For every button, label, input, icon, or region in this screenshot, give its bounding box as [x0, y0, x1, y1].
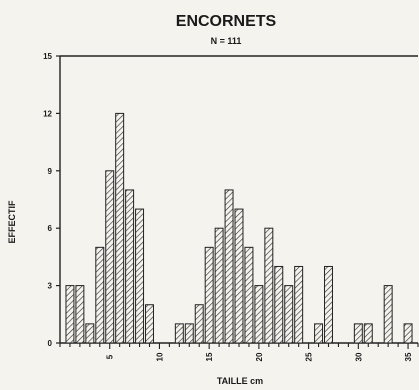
histogram-bar — [324, 265, 333, 344]
y-tick-label: 12 — [43, 109, 52, 118]
x-tick-label: 25 — [305, 352, 314, 361]
chart-title: ENCORNETS — [176, 13, 277, 30]
chart-subtitle: N = 111 — [211, 36, 242, 46]
x-tick-label: 35 — [404, 352, 413, 361]
x-tick-label: 20 — [255, 352, 264, 361]
histogram-bar — [254, 285, 264, 344]
histogram-bar — [224, 189, 234, 344]
histogram-bar — [314, 323, 324, 344]
histogram-bar — [363, 323, 373, 344]
histogram-bar — [353, 323, 363, 344]
x-tick-label: 5 — [106, 354, 115, 359]
histogram-bar — [95, 246, 105, 344]
histogram-bar — [145, 304, 154, 344]
histogram-bar — [403, 323, 413, 344]
histogram-bar — [65, 285, 75, 344]
histogram-bar — [383, 285, 393, 344]
x-tick-label: 15 — [205, 352, 214, 361]
y-tick-label: 3 — [48, 282, 53, 291]
y-tick-label: 0 — [48, 339, 53, 348]
y-tick-label: 15 — [43, 52, 52, 61]
histogram-bar — [75, 285, 85, 344]
histogram-bar — [204, 246, 214, 344]
histogram-bar — [274, 265, 284, 344]
histogram-bar — [115, 112, 125, 344]
histogram-bar — [184, 323, 194, 344]
histogram-bar — [174, 323, 184, 344]
histogram-bar — [284, 285, 294, 344]
histogram-bar — [294, 265, 304, 344]
histogram-bar — [234, 208, 244, 344]
y-axis-label: EFFECTIF — [7, 200, 17, 243]
histogram-bar — [135, 208, 145, 344]
histogram-bar — [264, 227, 274, 344]
plot-area: 0 3 6 9 12 15 5 10 15 20 25 30 35 — [43, 52, 419, 361]
histogram-bar — [214, 227, 224, 344]
histogram-bar — [194, 304, 204, 344]
histogram-bar — [125, 189, 135, 344]
x-axis-label: TAILLE cm — [217, 376, 263, 386]
histogram-bar — [244, 246, 254, 344]
x-tick-label: 10 — [155, 352, 164, 361]
histogram-bar — [105, 170, 115, 344]
histogram-bar — [85, 323, 95, 344]
y-tick-label: 6 — [48, 224, 53, 233]
y-tick-label: 9 — [48, 167, 53, 176]
x-tick-label: 30 — [354, 352, 363, 361]
